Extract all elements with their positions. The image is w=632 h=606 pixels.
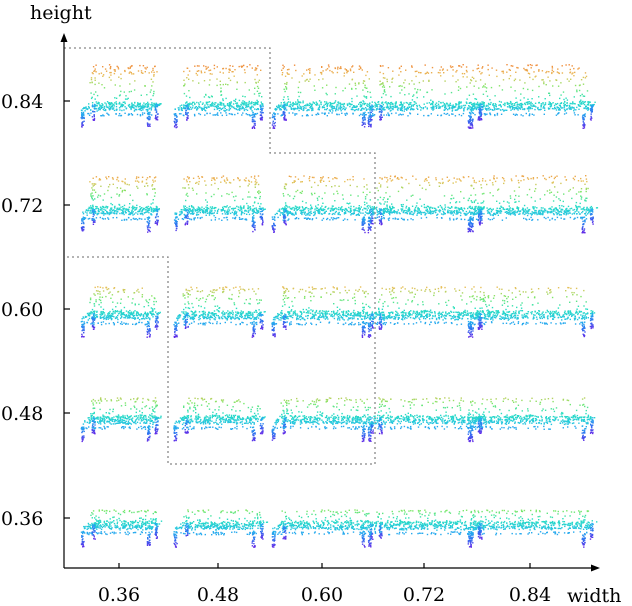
chair-point-cloud xyxy=(173,397,266,442)
chair-point-cloud xyxy=(271,397,376,443)
x-axis-arrowhead xyxy=(591,564,600,572)
chair-point-clouds xyxy=(80,64,599,548)
chair-point-cloud xyxy=(271,64,377,129)
chair-point-cloud xyxy=(467,175,599,234)
chair-point-cloud xyxy=(367,175,485,234)
y-tick-label: 0.72 xyxy=(1,195,43,217)
y-tick-label: 0.84 xyxy=(1,91,43,113)
chair-point-cloud xyxy=(80,64,162,128)
chair-point-cloud xyxy=(80,286,161,338)
y-tick-label: 0.60 xyxy=(1,299,43,321)
chair-point-cloud xyxy=(467,397,596,443)
chair-point-cloud xyxy=(173,286,266,338)
y-tick-label: 0.36 xyxy=(1,508,43,530)
x-tick-label: 0.48 xyxy=(197,584,239,606)
chair-point-cloud xyxy=(467,509,598,548)
chair-point-cloud xyxy=(467,286,596,338)
chair-point-cloud xyxy=(271,286,377,338)
chair-point-cloud xyxy=(80,509,163,548)
x-tick-label: 0.72 xyxy=(403,584,445,606)
dotted-region-outline xyxy=(64,47,376,465)
x-tick-label: 0.36 xyxy=(98,584,140,606)
chair-point-cloud xyxy=(80,176,160,233)
ticks: 0.36 0.48 0.60 0.72 0.84 0.84 0.72 0.60 0.48 0.36 xyxy=(1,91,551,606)
y-tick-label: 0.48 xyxy=(1,403,43,425)
chair-point-cloud xyxy=(173,509,269,548)
chair-point-cloud xyxy=(367,286,482,338)
x-axis-title: width xyxy=(567,585,621,606)
highlighted-region-layer xyxy=(64,47,376,465)
chair-point-cloud xyxy=(80,397,162,443)
y-axis-title: height xyxy=(30,2,92,24)
chair-point-cloud xyxy=(173,64,264,129)
chair-point-cloud xyxy=(173,175,266,233)
y-axis-arrowhead xyxy=(60,33,68,42)
chair-point-cloud xyxy=(271,175,375,234)
chair-point-cloud xyxy=(367,509,484,548)
axes: height width xyxy=(30,2,621,606)
chair-point-cloud xyxy=(271,509,376,548)
chair-point-cloud xyxy=(367,64,485,129)
chair-point-cloud xyxy=(367,397,485,443)
x-tick-label: 0.60 xyxy=(301,584,343,606)
x-tick-label: 0.84 xyxy=(509,584,551,606)
chair-point-cloud xyxy=(467,64,596,129)
